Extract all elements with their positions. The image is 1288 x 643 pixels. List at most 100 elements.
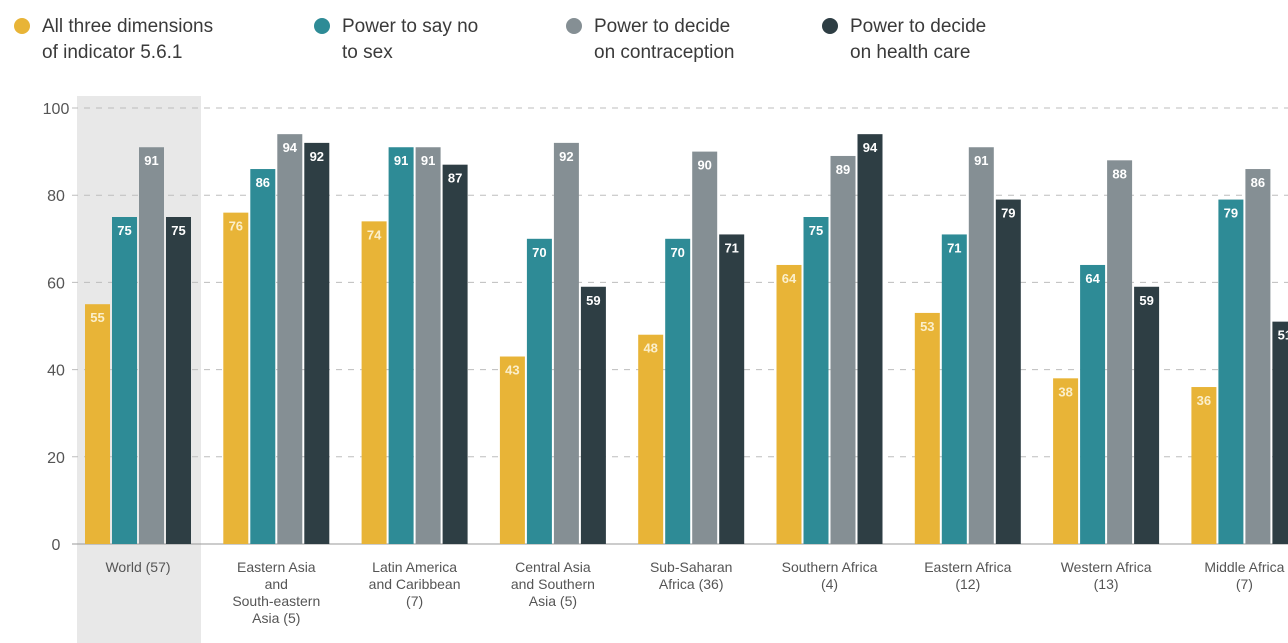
category-label-1: Eastern Asia and South-eastern Asia (5) (232, 559, 320, 626)
legend-swatch-contraception (566, 18, 582, 34)
bar-2-3 (442, 164, 468, 544)
bar-value-label-5-0: 64 (782, 271, 797, 286)
bar-value-label-5-2: 89 (836, 162, 850, 177)
bar-value-label-3-1: 70 (532, 245, 546, 260)
bar-value-label-4-0: 48 (643, 341, 657, 356)
category-label-3: Central Asia and Southern Asia (5) (511, 559, 595, 609)
bar-0-3 (166, 217, 191, 544)
category-label-5: Southern Africa (4) (782, 559, 878, 592)
bar-5-1 (803, 217, 829, 544)
category-label-4: Sub-Saharan Africa (36) (650, 559, 733, 592)
category-label-8: Middle Africa (7) (1204, 559, 1284, 592)
bar-3-0 (499, 356, 525, 544)
bar-value-label-5-1: 75 (809, 223, 823, 238)
bar-value-label-8-2: 86 (1251, 175, 1265, 190)
bar-value-label-5-3: 94 (863, 140, 878, 155)
bar-2-1 (388, 147, 414, 545)
bar-1-2 (277, 134, 303, 544)
bar-value-label-3-3: 59 (586, 293, 600, 308)
bar-1-0 (223, 212, 249, 544)
bar-4-0 (638, 334, 664, 544)
bar-8-2 (1245, 169, 1271, 545)
bar-2-0 (361, 221, 387, 545)
bar-value-label-6-2: 91 (974, 153, 988, 168)
y-tick-label-60: 60 (47, 275, 65, 292)
category-label-0: World (57) (105, 559, 170, 575)
bar-value-label-3-0: 43 (505, 363, 519, 378)
bar-value-label-8-1: 79 (1224, 206, 1238, 221)
bar-value-label-7-3: 59 (1139, 293, 1153, 308)
legend-swatch-health-care (822, 18, 838, 34)
bar-2-2 (415, 147, 441, 545)
bar-5-2 (830, 155, 856, 544)
bar-value-label-8-3: 51 (1278, 328, 1288, 343)
legend-label-health-care: Power to decide on health care (850, 16, 987, 63)
bar-value-label-2-2: 91 (421, 153, 435, 168)
legend-label-say-no: Power to say no to sex (342, 16, 479, 63)
bar-5-3 (857, 134, 883, 544)
bar-1-3 (304, 142, 330, 544)
bar-6-3 (995, 199, 1021, 544)
bar-6-0 (914, 312, 940, 544)
bar-value-label-4-3: 71 (724, 240, 738, 255)
bar-value-label-2-0: 74 (367, 227, 382, 242)
bar-value-label-4-2: 90 (697, 158, 711, 173)
bar-value-label-7-2: 88 (1112, 166, 1126, 181)
bar-8-0 (1191, 387, 1217, 544)
bar-4-2 (692, 151, 718, 544)
bar-value-label-7-1: 64 (1085, 271, 1100, 286)
bar-value-label-1-3: 92 (310, 149, 324, 164)
y-tick-label-20: 20 (47, 450, 65, 467)
bar-value-label-2-3: 87 (448, 171, 462, 186)
legend-swatch-all-three (14, 18, 30, 34)
bar-value-label-0-1: 75 (117, 223, 131, 238)
bar-5-0 (776, 264, 802, 544)
bar-value-label-0-0: 55 (90, 310, 104, 325)
bar-7-3 (1134, 286, 1160, 544)
bar-value-label-1-1: 86 (256, 175, 270, 190)
legend-swatch-say-no (314, 18, 330, 34)
bar-7-2 (1107, 160, 1133, 544)
bar-value-label-2-1: 91 (394, 153, 408, 168)
legend-item-contraception: Power to decide on contraception (566, 14, 735, 66)
y-tick-label-40: 40 (47, 363, 65, 380)
chart-legend: All three dimensions of indicator 5.6.1 … (0, 0, 1288, 80)
bar-7-0 (1053, 378, 1079, 544)
bar-4-1 (665, 238, 691, 545)
legend-item-say-no: Power to say no to sex (314, 14, 478, 66)
legend-item-health-care: Power to decide on health care (822, 14, 986, 66)
bar-value-label-1-0: 76 (229, 219, 243, 234)
bar-value-label-6-3: 79 (1001, 206, 1015, 221)
bar-value-label-1-2: 94 (283, 140, 298, 155)
legend-item-all-three: All three dimensions of indicator 5.6.1 (14, 14, 213, 66)
bar-0-0 (85, 304, 110, 544)
bar-value-label-6-1: 71 (947, 240, 961, 255)
bar-0-2 (139, 147, 164, 545)
category-label-7: Western Africa (13) (1061, 559, 1152, 592)
bar-6-2 (968, 147, 994, 545)
bar-3-1 (526, 238, 552, 545)
bar-3-3 (580, 286, 606, 544)
bar-value-label-4-1: 70 (670, 245, 684, 260)
y-tick-label-80: 80 (47, 188, 65, 205)
y-tick-label-0: 0 (52, 537, 61, 554)
bar-7-1 (1080, 264, 1106, 544)
bar-value-label-0-3: 75 (171, 223, 185, 238)
bar-0-1 (112, 217, 137, 544)
legend-label-all-three: All three dimensions of indicator 5.6.1 (42, 16, 214, 63)
bar-8-3 (1272, 321, 1288, 544)
legend-label-contraception: Power to decide on contraception (594, 16, 735, 63)
bar-value-label-7-0: 38 (1058, 384, 1072, 399)
bar-value-label-6-0: 53 (920, 319, 934, 334)
category-label-6: Eastern Africa (12) (924, 559, 1011, 592)
bar-3-2 (553, 142, 579, 544)
bar-4-3 (719, 234, 745, 544)
y-tick-label-100: 100 (43, 101, 70, 118)
bar-value-label-8-0: 36 (1197, 393, 1211, 408)
bar-6-1 (941, 234, 967, 544)
bar-value-label-3-2: 92 (559, 149, 573, 164)
bar-8-1 (1218, 199, 1244, 544)
bar-1-1 (250, 169, 276, 545)
category-label-2: Latin America and Caribbean (7) (369, 559, 461, 609)
